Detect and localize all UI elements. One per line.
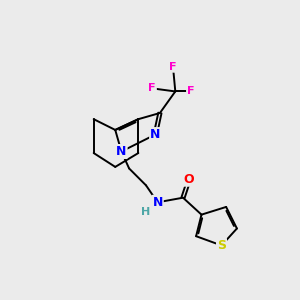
Text: N: N <box>150 128 160 141</box>
Text: N: N <box>116 145 127 158</box>
Text: F: F <box>169 62 177 72</box>
Text: F: F <box>187 86 194 96</box>
Text: F: F <box>148 83 156 93</box>
Text: O: O <box>184 173 194 186</box>
Text: H: H <box>141 207 151 217</box>
Text: S: S <box>217 239 226 252</box>
Text: N: N <box>152 196 163 209</box>
